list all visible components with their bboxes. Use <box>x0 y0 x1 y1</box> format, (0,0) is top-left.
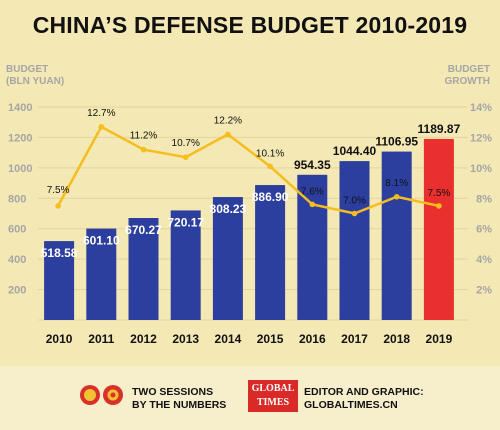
growth-label: 7.5% <box>428 188 451 199</box>
growth-point <box>98 123 105 130</box>
bar-value-label: 1106.95 <box>375 135 418 149</box>
growth-point <box>393 193 400 200</box>
bar-value-label: 601.10 <box>83 234 120 248</box>
growth-point <box>351 210 358 217</box>
category-label: 2012 <box>130 332 157 346</box>
category-label: 2013 <box>172 332 199 346</box>
category-label: 2015 <box>257 332 284 346</box>
bar-value-label: 518.58 <box>41 246 78 260</box>
budget-chart: 200 2% 400 4% 600 6% 800 8% 1000 10% 1200 12% 1400 14… <box>8 102 492 346</box>
bar-value-label: 886.90 <box>252 190 289 204</box>
category-label: 2019 <box>426 332 453 346</box>
growth-point <box>140 146 147 153</box>
logo-line-2: TIMES <box>256 397 290 408</box>
left-tick-label: 1000 <box>8 163 32 175</box>
bar <box>212 197 243 320</box>
left-axis-title-line-2: (BLN YUAN) <box>6 76 65 87</box>
left-axis-title: BUDGET (BLN YUAN) <box>6 64 64 88</box>
right-tick-label: 14% <box>470 102 492 114</box>
credit-line-1: EDITOR AND GRAPHIC: <box>304 386 424 398</box>
bar <box>86 228 117 320</box>
growth-label: 10.7% <box>172 138 200 149</box>
left-tick-label: 1400 <box>8 102 32 114</box>
left-tick-label: 400 <box>8 254 26 266</box>
right-tick-label: 8% <box>476 193 492 205</box>
credit-line-2: GLOBALTIMES.CN <box>304 399 398 411</box>
growth-label: 12.2% <box>214 115 242 126</box>
growth-label: 7.5% <box>47 185 70 196</box>
bar-value-label: 808.23 <box>210 202 247 216</box>
left-tick-label: 1200 <box>8 132 32 144</box>
growth-point <box>436 203 442 209</box>
growth-point <box>309 201 316 208</box>
right-tick-label: 2% <box>476 285 492 297</box>
bar-value-label: 1189.87 <box>418 122 461 136</box>
left-tick-label: 200 <box>8 285 26 297</box>
left-tick-label: 800 <box>8 193 26 205</box>
right-tick-label: 6% <box>476 224 492 236</box>
bar-value-label: 720.17 <box>167 215 204 229</box>
bar <box>128 218 159 320</box>
bar <box>255 185 286 320</box>
growth-point <box>267 163 273 170</box>
global-times-logo: GLOBAL TIMES <box>248 380 298 412</box>
two-sessions-line-2: BY THE NUMBERS <box>132 399 227 411</box>
right-axis-title: BUDGET GROWTH <box>444 64 490 88</box>
credit-text: EDITOR AND GRAPHIC: GLOBALTIMES.CN <box>304 386 424 412</box>
growth-point <box>225 131 231 138</box>
bar-value-label: 1044.40 <box>333 144 377 158</box>
bar <box>44 241 75 320</box>
left-axis-title-line-1: BUDGET <box>6 64 49 75</box>
growth-label: 7.6% <box>301 186 324 197</box>
bar-value-label: 954.35 <box>294 158 331 172</box>
category-label: 2014 <box>215 332 242 346</box>
category-label: 2010 <box>46 332 73 346</box>
growth-label: 10.1% <box>256 148 284 159</box>
growth-label: 8.1% <box>385 178 408 189</box>
category-label: 2011 <box>88 332 114 346</box>
logo-line-1: GLOBAL <box>251 383 295 394</box>
bar-value-label: 670.27 <box>125 223 162 237</box>
bar <box>381 151 412 320</box>
growth-label: 11.2% <box>130 131 158 142</box>
category-label: 2018 <box>383 332 410 346</box>
chart-title: CHINA’S DEFENSE BUDGET 2010-2019 <box>32 12 468 38</box>
two-sessions-line-1: TWO SESSIONS <box>132 386 214 398</box>
bar <box>339 161 370 320</box>
right-axis-title-line-1: BUDGET <box>447 64 490 75</box>
bar <box>423 138 454 320</box>
right-axis-title-line-2: GROWTH <box>444 76 490 87</box>
two-sessions-text: TWO SESSIONS BY THE NUMBERS <box>132 386 226 412</box>
growth-point <box>55 203 61 209</box>
growth-point <box>182 154 189 161</box>
right-tick-label: 10% <box>470 163 492 175</box>
growth-label: 7.0% <box>343 196 366 207</box>
party-emblems-icon <box>80 385 123 405</box>
category-label: 2017 <box>341 332 368 346</box>
right-tick-label: 12% <box>470 132 492 144</box>
growth-line <box>57 125 440 215</box>
bar <box>170 210 201 320</box>
growth-label: 12.7% <box>87 108 115 119</box>
left-tick-label: 600 <box>8 224 26 236</box>
right-tick-label: 4% <box>476 254 492 266</box>
footer: TWO SESSIONS BY THE NUMBERS GLOBAL TIMES… <box>0 366 500 430</box>
category-label: 2016 <box>299 332 326 346</box>
bar <box>297 174 328 320</box>
